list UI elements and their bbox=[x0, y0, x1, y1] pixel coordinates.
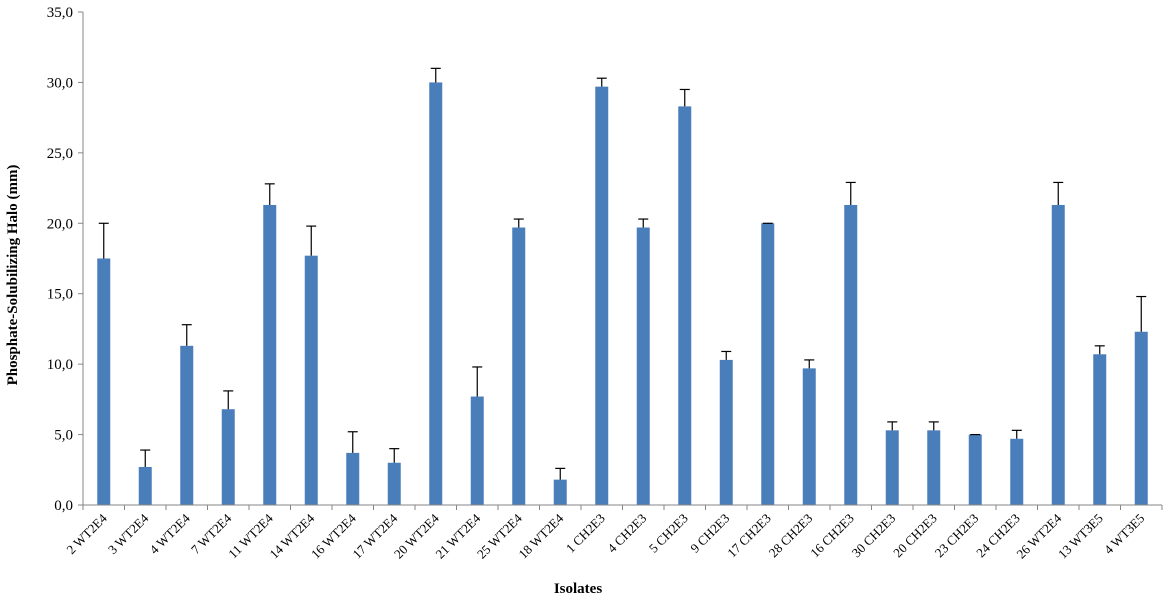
error-bars-group bbox=[98, 67, 1147, 480]
x-tick-label: 4 WT3E5 bbox=[1101, 511, 1147, 557]
bar bbox=[636, 227, 650, 506]
x-tick-label: 28 CH2E3 bbox=[766, 511, 816, 561]
bar bbox=[97, 258, 111, 505]
bar bbox=[885, 430, 899, 505]
bar bbox=[553, 479, 567, 505]
bar bbox=[470, 396, 484, 505]
bar bbox=[512, 227, 526, 506]
x-tick-label: 16 CH2E3 bbox=[807, 511, 857, 561]
bar bbox=[802, 368, 816, 505]
y-tick-label: 5,0 bbox=[54, 428, 73, 444]
y-tick-label: 30,0 bbox=[47, 75, 73, 91]
y-tick-label: 0,0 bbox=[54, 498, 73, 514]
bar bbox=[1134, 331, 1148, 505]
x-tick-label: 4 WT2E4 bbox=[146, 510, 193, 557]
bar bbox=[304, 255, 318, 505]
axes-group bbox=[82, 12, 1162, 506]
y-tick-label: 20,0 bbox=[47, 216, 73, 232]
x-tick-label: 2 WT2E4 bbox=[63, 510, 110, 557]
bar bbox=[927, 430, 941, 505]
x-axis-title: Isolates bbox=[554, 581, 602, 597]
bar bbox=[180, 345, 194, 505]
bar bbox=[844, 204, 858, 505]
bar bbox=[968, 434, 982, 505]
y-tick-label: 25,0 bbox=[47, 146, 73, 162]
y-tick-label: 10,0 bbox=[47, 357, 73, 373]
x-tick-label: 30 CH2E3 bbox=[849, 511, 899, 561]
bar bbox=[719, 359, 733, 505]
x-tick-label: 1 CH2E3 bbox=[563, 511, 608, 556]
bar bbox=[429, 82, 443, 505]
bar bbox=[387, 462, 401, 505]
bars-group bbox=[97, 82, 1148, 506]
bar bbox=[761, 223, 775, 506]
bar bbox=[678, 106, 692, 506]
x-tick-label: 20 CH2E3 bbox=[890, 511, 940, 561]
x-tick-label: 13 WT3E5 bbox=[1055, 511, 1106, 562]
x-tick-label: 4 CH2E3 bbox=[604, 511, 649, 556]
y-tick-label: 35,0 bbox=[47, 5, 73, 21]
x-tick-label: 5 CH2E3 bbox=[646, 511, 691, 556]
bar bbox=[1051, 204, 1065, 505]
x-tick-label: 3 WT2E4 bbox=[105, 510, 152, 557]
bar bbox=[1010, 438, 1024, 505]
bar bbox=[595, 86, 609, 505]
bar bbox=[138, 466, 152, 505]
y-ticks-group: 0,0 5,0 10,0 15,0 20,0 25,0 30,0 35,0 bbox=[47, 5, 83, 514]
x-tick-label: 23 CH2E3 bbox=[932, 511, 982, 561]
x-tick-label: 18 WT2E4 bbox=[515, 510, 566, 561]
bar bbox=[346, 452, 360, 505]
y-tick-label: 15,0 bbox=[47, 287, 73, 303]
bar bbox=[1093, 354, 1107, 505]
bar bbox=[221, 409, 235, 505]
bar bbox=[263, 204, 277, 505]
x-tick-label: 17 CH2E3 bbox=[724, 511, 774, 561]
y-axis-title: Phosphate-Solubilizing Halo (mm) bbox=[5, 165, 21, 386]
